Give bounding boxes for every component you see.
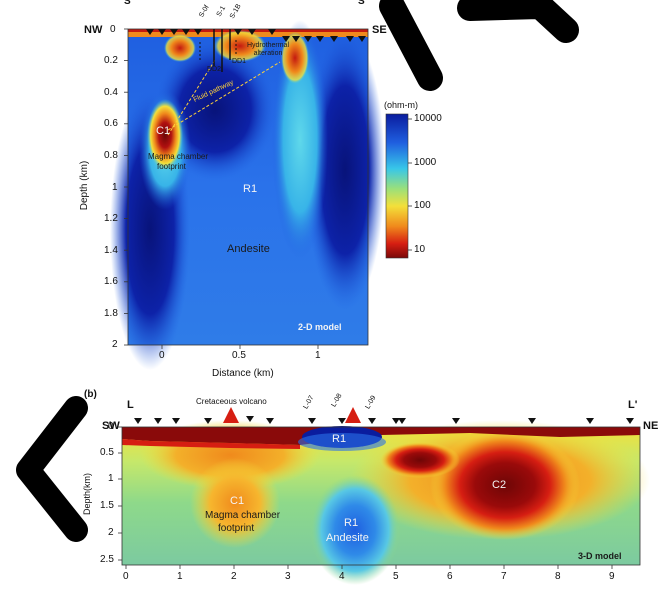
r1-anomaly-b xyxy=(310,475,400,585)
colorbar-tick: 1000 xyxy=(414,157,437,168)
y-tick-label: 1.6 xyxy=(104,276,118,287)
marker-s-left: S xyxy=(124,0,131,7)
x-tick-label-b: 7 xyxy=(501,571,507,582)
well-label-dd1: DD1 xyxy=(232,58,247,65)
y-axis-title-a: Depth (km) xyxy=(79,160,91,211)
volcano-marker-1 xyxy=(223,407,239,423)
y-tick-label-b: 2.5 xyxy=(100,554,114,565)
x-ticks-a xyxy=(161,345,319,349)
y-tick-label: 1.2 xyxy=(104,213,118,224)
c1-label-a: C1 xyxy=(156,125,171,137)
fluid-pathway-line xyxy=(167,61,281,131)
model-label-2d: 2-D model xyxy=(298,322,342,332)
c2-anomaly-b xyxy=(430,430,580,540)
marker-s-right: S xyxy=(358,0,365,7)
c1-anomaly-b xyxy=(190,458,280,548)
y-tick-label: 0.8 xyxy=(104,150,118,161)
c1-caption-b-line1: Magma chamber xyxy=(205,510,281,521)
corner-sw: SW xyxy=(102,420,120,432)
x-tick-label-b: 8 xyxy=(555,571,561,582)
model-label-3d: 3-D model xyxy=(578,551,622,561)
y-tick-label: 1.4 xyxy=(104,245,118,256)
volcano-marker-2 xyxy=(345,407,361,423)
colorbar-tick: 10000 xyxy=(414,113,442,124)
y-tick-label-b: 1 xyxy=(108,473,114,484)
y-tick-label: 0.2 xyxy=(104,55,118,66)
section-frame-b xyxy=(121,426,641,566)
station-markers-b xyxy=(134,416,634,424)
c1-anomaly xyxy=(147,99,183,171)
end-l: L xyxy=(127,399,134,411)
x-tick-label-b: 3 xyxy=(285,571,291,582)
y-tick-label: 1.8 xyxy=(104,308,118,319)
x-tick-label-b: 0 xyxy=(123,571,129,582)
shallow-anomaly-mid xyxy=(214,30,266,62)
x-axis-title-a: Distance (km) xyxy=(212,368,274,379)
andesite-label-a: Andesite xyxy=(227,243,270,255)
corner-nw: NW xyxy=(84,24,103,36)
x-tick-label-b: 9 xyxy=(609,571,615,582)
cyan-plume xyxy=(272,20,328,260)
corner-ne: NE xyxy=(643,420,659,432)
andesite-label-b: Andesite xyxy=(326,532,369,544)
resistivity-section-3d xyxy=(118,407,650,585)
r1-label-a: R1 xyxy=(243,183,258,195)
x-ticks-b xyxy=(125,565,613,569)
y-tick-label: 0.4 xyxy=(104,87,118,98)
x-tick-label-b: 2 xyxy=(231,571,237,582)
panel-a: S S NW SE xyxy=(79,0,442,379)
c2-arm-b xyxy=(380,442,460,478)
x-tick-label: 1 xyxy=(315,350,321,361)
shallow-anomaly-right xyxy=(281,32,309,84)
x-tick-label-b: 4 xyxy=(339,571,345,582)
y-axis-title-b: Depth(km) xyxy=(82,472,93,516)
c1-caption-a-line1: Magma chamber xyxy=(148,152,209,161)
x-tick-label-b: 6 xyxy=(447,571,453,582)
colorbar-tick: 100 xyxy=(414,200,431,211)
r1-top-label-b: R1 xyxy=(332,433,347,445)
y-tick-label: 1 xyxy=(112,182,118,193)
y-tick-label-b: 2 xyxy=(108,527,114,538)
y-tick-label-b: 0.5 xyxy=(100,447,114,458)
panel-tag-b: (b) xyxy=(84,389,97,400)
x-tick-label: 0 xyxy=(159,350,165,361)
surface-conductor-b xyxy=(122,427,640,445)
y-ticks-a xyxy=(124,28,128,346)
station-markers xyxy=(146,29,366,42)
resistivity-section-2d xyxy=(110,20,412,370)
c1-caption-b-line2: footprint xyxy=(218,523,255,534)
y-tick-label-b: 1.5 xyxy=(100,500,114,511)
colorbar-tick: 10 xyxy=(414,244,426,255)
alteration-label: Hydrothermal alteration xyxy=(246,42,289,57)
panel-b: (b) L L' SW NE xyxy=(0,385,661,592)
c1-caption-a-line2: footprint xyxy=(157,162,186,171)
x-tick-label-b: 1 xyxy=(177,571,183,582)
y-tick-label: 0 xyxy=(110,24,116,35)
y-tick-label: 2 xyxy=(112,339,118,350)
r1-label-b: R1 xyxy=(344,517,359,529)
y-tick-label-b: 0 xyxy=(108,421,114,432)
y-tick-label: 0.6 xyxy=(104,118,118,129)
c2-label-b: C2 xyxy=(492,479,507,491)
x-tick-label: 0.5 xyxy=(232,350,246,361)
shallow-anomaly-left xyxy=(164,34,196,62)
c1-label-b: C1 xyxy=(230,495,245,507)
volcano-label: Cretaceous volcano xyxy=(196,397,267,406)
colorbar-gradient xyxy=(385,113,409,259)
x-tick-label-b: 5 xyxy=(393,571,399,582)
colorbar-unit: (ohm-m) xyxy=(384,100,418,110)
end-l-prime: L' xyxy=(628,399,638,411)
y-ticks-b xyxy=(118,426,122,561)
well-label-dd2: DD2 xyxy=(207,66,222,73)
